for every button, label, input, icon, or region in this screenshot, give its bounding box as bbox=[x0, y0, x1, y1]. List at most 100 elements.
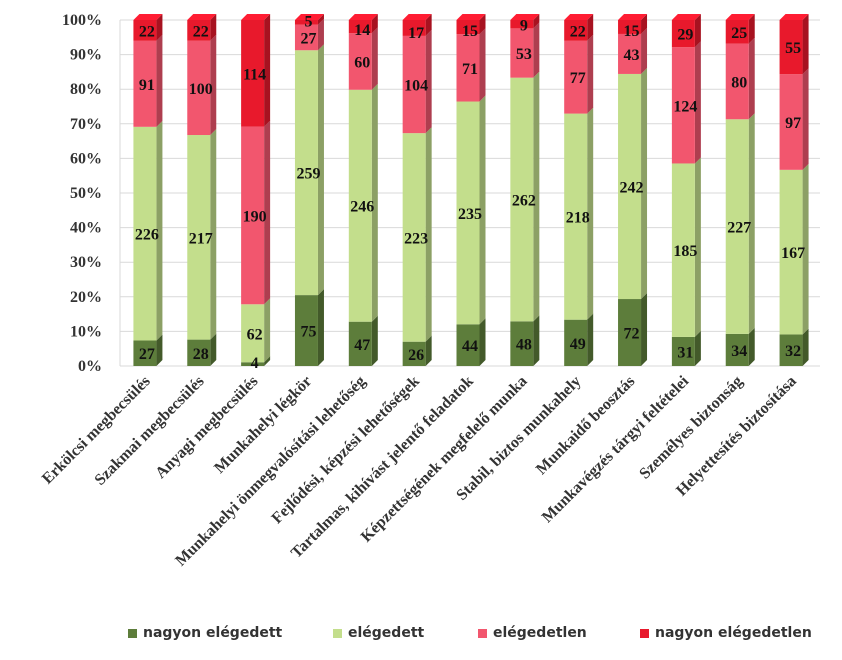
bar-side bbox=[587, 313, 594, 366]
data-label: 71 bbox=[462, 61, 478, 78]
bar-top bbox=[510, 14, 540, 20]
bar-side bbox=[533, 22, 540, 78]
bar-segment bbox=[133, 340, 157, 366]
bar-segment bbox=[779, 74, 803, 170]
bar-side bbox=[156, 334, 163, 366]
bar-side bbox=[210, 333, 217, 366]
data-label: 53 bbox=[516, 46, 532, 63]
data-label: 14 bbox=[354, 22, 370, 39]
bar-side bbox=[479, 318, 486, 366]
bar-side bbox=[425, 14, 432, 36]
y-tick-label: 70% bbox=[70, 116, 102, 133]
bar-segment bbox=[725, 20, 749, 44]
data-label: 242 bbox=[620, 179, 644, 196]
data-label: 34 bbox=[731, 343, 747, 360]
bar-side bbox=[317, 18, 324, 51]
data-label: 227 bbox=[727, 220, 751, 237]
bar-side bbox=[371, 83, 378, 322]
bar-segment bbox=[133, 40, 157, 127]
data-label: 80 bbox=[731, 74, 747, 91]
bar-side bbox=[371, 27, 378, 90]
bar-side bbox=[587, 14, 594, 41]
bar-side bbox=[533, 14, 540, 29]
legend-swatch bbox=[128, 628, 137, 638]
data-label: 27 bbox=[139, 346, 155, 363]
data-label: 47 bbox=[354, 337, 370, 354]
y-tick-label: 80% bbox=[70, 81, 102, 98]
data-label: 62 bbox=[247, 326, 263, 343]
y-tick-label: 60% bbox=[70, 150, 102, 167]
bar-segment bbox=[510, 20, 534, 29]
bar-side bbox=[533, 71, 540, 322]
data-label: 4 bbox=[251, 355, 259, 372]
bar-side bbox=[802, 68, 809, 170]
data-label: 15 bbox=[462, 23, 478, 40]
bar-top bbox=[456, 14, 486, 20]
bar-top bbox=[671, 14, 701, 20]
bar-top bbox=[779, 14, 809, 20]
legend-label: elégedetlen bbox=[493, 625, 587, 641]
bar-side bbox=[425, 29, 432, 134]
bar-side bbox=[479, 28, 486, 102]
legend-label: nagyon elégedetlen bbox=[655, 625, 812, 641]
legend-swatch bbox=[478, 628, 487, 638]
category-label: Személyes biztonság bbox=[636, 373, 746, 483]
bar-segment bbox=[348, 321, 372, 366]
y-tick-label: 0% bbox=[78, 358, 102, 375]
bar-side bbox=[479, 95, 486, 325]
stacked-bar-chart: 0% 10% 20% 30% 40% 50% 60% 70% 80% 90% 100% 27 226 9… bbox=[39, 12, 820, 570]
data-label: 77 bbox=[570, 70, 586, 87]
data-label: 29 bbox=[677, 27, 693, 44]
bar-segment bbox=[187, 40, 211, 136]
data-label: 31 bbox=[677, 344, 693, 361]
bar-segment bbox=[779, 169, 803, 335]
bar-segment bbox=[725, 119, 749, 334]
bar-side bbox=[425, 335, 432, 366]
data-label: 28 bbox=[193, 346, 209, 363]
data-label: 259 bbox=[296, 166, 320, 183]
data-label: 97 bbox=[785, 115, 801, 132]
bar-segment bbox=[187, 20, 211, 41]
bar-side bbox=[210, 129, 217, 340]
data-label: 48 bbox=[516, 337, 532, 354]
bar-side bbox=[641, 293, 648, 366]
bar-side bbox=[802, 14, 809, 75]
data-label: 22 bbox=[570, 23, 586, 40]
bar-side bbox=[156, 34, 163, 127]
bar-side bbox=[748, 113, 755, 334]
bar-segment bbox=[510, 321, 534, 366]
bar-segment bbox=[564, 319, 588, 366]
bar-segment bbox=[456, 20, 480, 35]
bar-side bbox=[694, 41, 701, 164]
data-label: 9 bbox=[520, 17, 528, 34]
data-label: 22 bbox=[139, 23, 155, 40]
bar-side bbox=[748, 327, 755, 366]
bar-segment bbox=[618, 299, 642, 366]
bar-side bbox=[264, 356, 271, 366]
data-label: 32 bbox=[785, 343, 801, 360]
bar-side bbox=[694, 157, 701, 337]
data-label: 226 bbox=[135, 227, 159, 244]
bar-segment bbox=[402, 20, 426, 36]
legend-label: elégedett bbox=[348, 625, 425, 641]
bar-segment bbox=[564, 113, 588, 320]
bar-segment bbox=[456, 34, 480, 102]
data-label: 22 bbox=[193, 23, 209, 40]
legend-swatch bbox=[640, 628, 649, 638]
data-label: 185 bbox=[673, 243, 697, 260]
data-label: 60 bbox=[354, 54, 370, 71]
bar-side bbox=[156, 120, 163, 341]
bar-side bbox=[802, 328, 809, 366]
bar-side bbox=[264, 298, 271, 363]
bar-segment bbox=[671, 20, 695, 48]
bar-segment bbox=[779, 334, 803, 366]
bars bbox=[133, 14, 809, 366]
bar-segment bbox=[294, 50, 318, 296]
data-label: 262 bbox=[512, 193, 536, 210]
bar-side bbox=[479, 14, 486, 35]
data-label: 100 bbox=[189, 81, 213, 98]
y-tick-label: 50% bbox=[70, 185, 102, 202]
bar-top bbox=[133, 14, 163, 20]
bar-segment bbox=[510, 77, 534, 322]
bar-segment bbox=[671, 163, 695, 337]
